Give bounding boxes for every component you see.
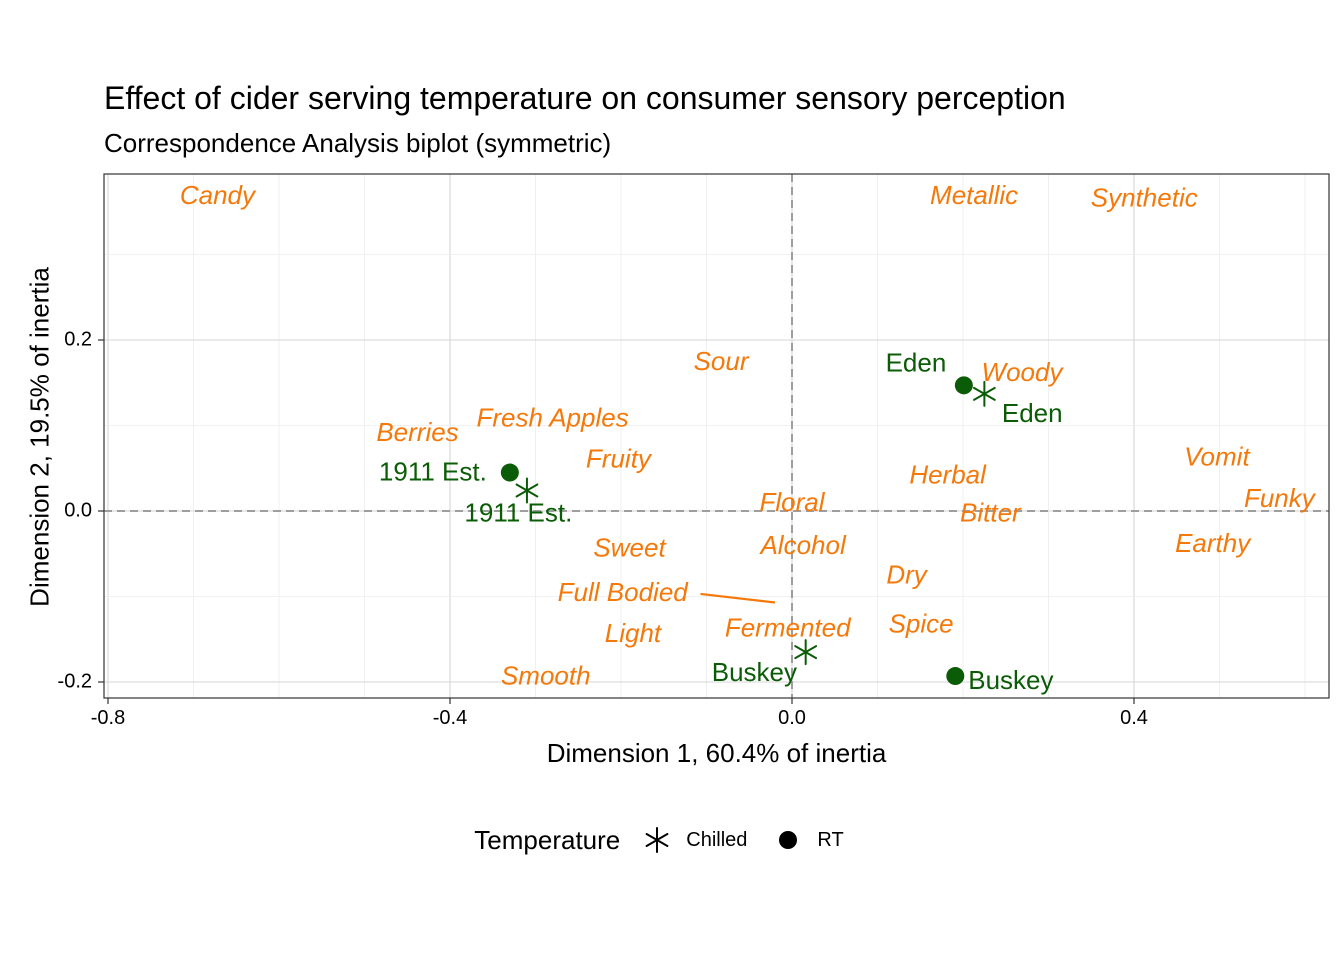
asterisk-icon: [645, 827, 669, 853]
axis-ticks: -0.8 -0.4 0.0 0.4 -0.2 0.0 0.2: [58, 328, 1148, 729]
attribute-label-synthetic: Synthetic: [1091, 183, 1198, 213]
cider-label-buskey-rt: Buskey: [968, 665, 1053, 695]
cider-point-1911-est-chilled: [515, 477, 539, 504]
y-tick-label: 0.0: [64, 499, 92, 521]
legend-label-rt: RT: [817, 828, 844, 851]
attribute-label-woody: Woody: [982, 357, 1065, 387]
legend: Temperature Chilled RT: [0, 820, 1344, 860]
attribute-label-metallic: Metallic: [930, 180, 1018, 210]
legend-item-chilled: Chilled: [642, 825, 747, 855]
cider-label-eden-chilled: Eden: [1002, 398, 1063, 428]
cider-points: [500, 376, 996, 686]
attribute-labels: Candy Metallic Synthetic Sour Woody Fresh App…: [180, 180, 1317, 691]
label-repel-segment: [700, 592, 776, 604]
attribute-label-alcohol: Alcohol: [758, 530, 846, 560]
x-axis-label: Dimension 1, 60.4% of inertia: [546, 738, 887, 768]
y-tick-label: -0.2: [58, 670, 92, 692]
cider-label-eden-rt: Eden: [886, 348, 947, 378]
y-tick-label: 0.2: [64, 328, 92, 350]
attribute-label-fermented: Fermented: [725, 613, 852, 643]
chart-title: Effect of cider serving temperature on c…: [104, 80, 1066, 116]
attribute-label-spice: Spice: [889, 608, 954, 638]
label-segments: [700, 592, 776, 604]
cider-label-1911-est-chilled: 1911 Est.: [464, 497, 572, 527]
y-axis-label: Dimension 2, 19.5% of inertia: [24, 267, 55, 607]
legend-title: Temperature: [474, 824, 621, 855]
x-tick-label: 0.0: [778, 707, 806, 729]
attribute-label-smooth: Smooth: [501, 661, 591, 691]
attribute-label-sour: Sour: [694, 346, 750, 376]
cider-point-eden-chilled: [972, 380, 996, 407]
attribute-label-herbal: Herbal: [909, 460, 987, 490]
gridlines: [104, 174, 1329, 698]
attribute-label-dry: Dry: [886, 560, 928, 590]
reference-lines: [104, 174, 1329, 698]
cider-label-1911-est-rt: 1911 Est.: [379, 456, 487, 486]
attribute-label-fruity: Fruity: [586, 443, 653, 473]
attribute-label-vomit: Vomit: [1184, 442, 1251, 472]
x-tick-label: -0.8: [91, 707, 125, 729]
legend-item-rt: RT: [773, 825, 844, 855]
cider-point-buskey-rt: [946, 667, 965, 686]
attribute-label-floral: Floral: [759, 487, 825, 517]
x-tick-label: 0.4: [1120, 707, 1148, 729]
attribute-label-full-bodied: Full Bodied: [558, 577, 690, 607]
legend-label-chilled: Chilled: [686, 828, 748, 851]
attribute-label-funky: Funky: [1244, 483, 1317, 513]
attribute-label-candy: Candy: [180, 180, 257, 210]
cider-point-eden-rt: [954, 376, 973, 395]
attribute-label-sweet: Sweet: [593, 532, 667, 562]
cider-label-buskey-chilled: Buskey: [712, 657, 797, 687]
plot-panel-border: [103, 173, 1330, 699]
attribute-label-fresh-apples: Fresh Apples: [476, 402, 628, 432]
cider-point-buskey-chilled: [794, 639, 818, 666]
attribute-label-earthy: Earthy: [1175, 528, 1252, 558]
cider-point-1911-est-rt: [500, 463, 519, 482]
attribute-label-bitter: Bitter: [960, 497, 1022, 527]
x-tick-label: -0.4: [433, 707, 467, 729]
attribute-label-berries: Berries: [376, 417, 458, 447]
cider-labels: 1911 Est. 1911 Est. Eden Eden Buskey Buskey: [379, 348, 1063, 695]
chart-subtitle: Correspondence Analysis biplot (symmetri…: [104, 128, 612, 158]
circle-icon: [779, 831, 798, 849]
attribute-label-light: Light: [605, 618, 663, 648]
